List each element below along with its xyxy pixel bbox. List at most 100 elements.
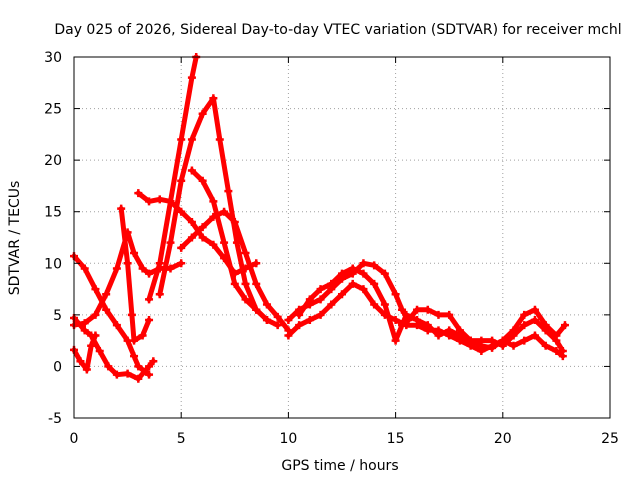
- data-point: [177, 176, 186, 185]
- data-point: [76, 357, 85, 366]
- data-point: [445, 310, 454, 319]
- data-point: [530, 331, 539, 340]
- chart-title: Day 025 of 2026, Sidereal Day-to-day VTE…: [54, 22, 621, 38]
- data-point: [520, 336, 529, 345]
- data-point: [177, 207, 186, 216]
- data-point: [149, 357, 158, 366]
- series-line: [157, 95, 270, 323]
- x-tick-label: 25: [601, 431, 619, 447]
- data-point: [145, 197, 154, 206]
- data-point: [102, 290, 111, 299]
- data-point: [198, 109, 207, 118]
- data-point: [134, 374, 143, 383]
- data-point: [359, 285, 368, 294]
- data-point: [112, 321, 121, 330]
- series-trace-11: [284, 259, 567, 355]
- series-trace-12: [295, 264, 569, 352]
- data-point: [520, 321, 529, 330]
- data-point: [224, 187, 233, 196]
- data-point: [145, 362, 154, 371]
- data-point: [155, 259, 164, 268]
- data-point: [380, 300, 389, 309]
- data-point: [391, 290, 400, 299]
- data-point: [138, 264, 147, 273]
- data-point: [560, 321, 569, 330]
- data-point: [466, 341, 475, 350]
- data-point: [488, 341, 497, 350]
- axes: [73, 56, 611, 419]
- data-point: [316, 285, 325, 294]
- x-tick-label: 15: [387, 431, 405, 447]
- data-point: [187, 135, 196, 144]
- y-tick-label: 15: [44, 205, 62, 221]
- data-point: [413, 321, 422, 330]
- data-point: [187, 73, 196, 82]
- y-tick-label: 0: [53, 359, 62, 375]
- data-point: [552, 346, 561, 355]
- data-point: [87, 341, 96, 350]
- data-point: [295, 310, 304, 319]
- series-trace-13: [284, 279, 567, 361]
- y-tick-label: 20: [44, 153, 62, 169]
- x-tick-label: 0: [70, 431, 79, 447]
- data-point: [316, 295, 325, 304]
- data-point: [273, 321, 282, 330]
- grid: [74, 57, 610, 418]
- data-point: [198, 233, 207, 242]
- data-point: [398, 305, 407, 314]
- data-point: [102, 305, 111, 314]
- data-point: [423, 326, 432, 335]
- data-point: [134, 189, 143, 198]
- plot-frame: [73, 56, 611, 419]
- data-point: [230, 279, 239, 288]
- labels: 0 5 10 15 20 25 -5 0 5 10 15 20 25 30: [44, 50, 619, 447]
- data-point: [359, 259, 368, 268]
- data-point: [220, 238, 229, 247]
- data-point: [541, 321, 550, 330]
- data-point: [262, 316, 271, 325]
- data-point: [82, 365, 91, 374]
- data-point: [155, 290, 164, 299]
- data-point: [316, 310, 325, 319]
- data-point: [338, 290, 346, 299]
- data-point: [166, 238, 175, 247]
- data-point: [127, 310, 136, 319]
- data-point: [380, 310, 389, 319]
- y-tick-label: 5: [53, 308, 62, 324]
- data-point: [305, 295, 314, 304]
- y-tick-label: 10: [44, 256, 62, 272]
- data-point: [477, 346, 486, 355]
- data-point: [370, 300, 379, 309]
- data-point: [177, 135, 186, 144]
- data-point: [423, 305, 432, 314]
- data-point: [391, 316, 400, 325]
- data-point: [134, 362, 143, 371]
- data-point: [445, 331, 454, 340]
- data-point: [348, 264, 357, 273]
- data-point: [80, 319, 89, 328]
- data-point: [112, 370, 121, 379]
- data-point: [402, 321, 411, 330]
- series-trace-2: [70, 313, 158, 383]
- series-trace-5: [117, 204, 154, 345]
- data-point: [209, 94, 218, 103]
- data-point: [198, 223, 207, 232]
- data-point: [198, 176, 207, 185]
- data-point: [209, 240, 218, 249]
- x-tick-label: 20: [494, 431, 512, 447]
- data-point: [187, 166, 196, 175]
- data-point: [80, 326, 89, 335]
- series-line: [118, 206, 152, 344]
- data-point: [402, 310, 411, 319]
- data-point: [541, 341, 550, 350]
- data-point: [187, 218, 196, 227]
- data-point: [95, 346, 104, 355]
- data-point: [123, 369, 132, 378]
- data-point: [295, 321, 304, 330]
- data-point: [166, 197, 175, 206]
- data-point: [91, 331, 100, 340]
- data-point: [177, 259, 186, 268]
- data-point: [145, 269, 154, 278]
- data-point: [215, 135, 224, 144]
- data-point: [252, 259, 261, 268]
